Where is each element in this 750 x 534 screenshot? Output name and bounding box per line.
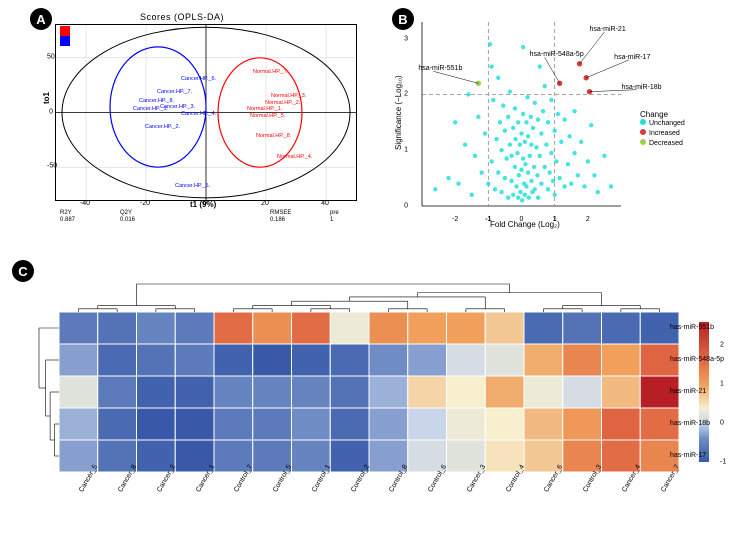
panel-a-point: Cancer.HP._4. (181, 111, 216, 117)
panel-b-ytick: 0 (402, 203, 408, 210)
panel-b-xtick: -2 (452, 216, 458, 223)
panel-c-scale-tick: 2 (720, 342, 724, 349)
panel-a-point: Normal.HP._8. (256, 133, 291, 139)
panel-c-row-label: has-miR-17 (670, 452, 706, 459)
panel-a-stat: R2Y0.887 (60, 210, 75, 223)
panel-a-ytick: 0 (47, 108, 53, 115)
panel-c-row-label: has-miR-548a-5p (670, 356, 724, 363)
panel-a-title: Scores (OPLS-DA) (140, 12, 224, 22)
panel-a-point: Cancer.HP._8. (139, 98, 174, 104)
panel-a-stat: pre1 (330, 210, 339, 223)
panel-b-ytick: 3 (402, 35, 408, 42)
panel-b-legend-item: Decreased (640, 139, 685, 149)
panel-a-xtick: 40 (321, 200, 329, 207)
legend-dot-icon (640, 129, 646, 135)
panel-c-badge: C (12, 260, 34, 282)
panel-c-row-label: has-miR-551b (670, 324, 714, 331)
panel-b-badge: B (392, 8, 414, 30)
panel-a-legend: Normal HP+ Cancer HP+ (60, 26, 110, 52)
panel-a-point: Cancer.HP._5. (175, 183, 210, 189)
panel-c-scale-tick: 0 (720, 420, 724, 427)
panel-a-point: Normal.HP._4. (277, 154, 312, 160)
panel-b-annotation: hsa-miR-551b (418, 65, 462, 72)
panel-a-badge: A (30, 8, 52, 30)
panel-a-stat: Q2Y0.016 (120, 210, 135, 223)
panel-c-scale-tick: 1 (720, 381, 724, 388)
panel-b-ytick: 2 (402, 91, 408, 98)
panel-a-point: Cancer.HP._6. (181, 76, 216, 82)
panel-a-point: Normal.HP._1. (247, 106, 282, 112)
panel-a-xtick: 0 (203, 200, 207, 207)
panel-a-ytick: 50 (47, 53, 53, 60)
panel-a-ylabel: to1 (42, 92, 51, 104)
panel-b-legend-title: Change (640, 110, 685, 119)
panel-a-point: Cancer.HP._2. (145, 124, 180, 130)
legend-dot-icon (640, 139, 646, 145)
panel-a-point: Normal.HP._7. (253, 69, 288, 75)
legend-dot-icon (640, 119, 646, 125)
panel-b-xtick: 2 (586, 216, 590, 223)
panel-a-point: Normal.HP._2. (265, 100, 300, 106)
panel-b-xtick: 0 (520, 216, 524, 223)
panel-a-point: Normal.HP._5. (250, 113, 285, 119)
panel-b-xlabel: Fold Change (Log₂) (490, 220, 560, 229)
panel-b-xtick: 1 (553, 216, 557, 223)
panel-b-xtick: -1 (485, 216, 491, 223)
panel-b-plot (410, 18, 625, 218)
panel-a-point: Cancer.HP._7. (157, 89, 192, 95)
panel-a-xtick: 20 (261, 200, 269, 207)
panel-b-annotation: hsa-miR-17 (614, 54, 650, 61)
panel-c-row-label: has-miR-18b (670, 420, 710, 427)
panel-b-annotation: hsa-miR-548a-5p (530, 51, 584, 58)
panel-b-annotation: hsa-miR-18b (621, 84, 661, 91)
figure-root: A Scores (OPLS-DA) Normal HP+ Cancer HP+… (0, 0, 750, 534)
panel-a-stat: RMSEE0.186 (270, 210, 291, 223)
panel-a-xtick: -40 (80, 200, 90, 207)
panel-b-svg (410, 18, 625, 218)
panel-a-point: Normal.HP._3. (271, 93, 306, 99)
panel-a-point: Cancer.HP._1. (133, 106, 168, 112)
panel-b-legend-item: Unchanged (640, 119, 685, 129)
panel-c-scale-tick: -1 (720, 459, 726, 466)
panel-a-xtick: -20 (140, 200, 150, 207)
panel-b-annotation: hsa-miR-21 (590, 26, 626, 33)
panel-b-ylabel: Significance (−Log₁₀) (394, 75, 403, 150)
panel-c-row-label: has-miR-21 (670, 388, 706, 395)
panel-a-ytick: -50 (47, 163, 53, 170)
panel-b-legend: Change UnchangedIncreasedDecreased (640, 110, 685, 148)
panel-b-ytick: 1 (402, 147, 408, 154)
panel-b-legend-item: Increased (640, 129, 685, 139)
